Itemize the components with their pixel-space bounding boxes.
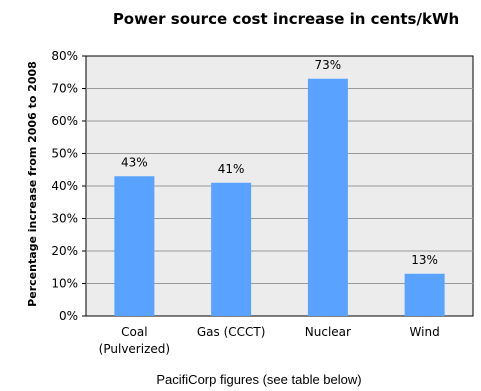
y-axis-ticks: 0% 10% 20% 30% 40% 50% 60% 70% 80% [51, 49, 86, 323]
chart-title: Power source cost increase in cents/kWh [113, 10, 459, 28]
bar-3 [404, 273, 445, 316]
category-label-0: (Pulverized) [99, 342, 170, 356]
data-labels: 43% 41% 73% 13% [121, 58, 438, 267]
bar-0 [114, 176, 155, 316]
category-label-2: Nuclear [305, 325, 351, 339]
y-tick-label: 20% [51, 244, 78, 258]
y-tick-label: 30% [51, 212, 78, 226]
category-label-0: Coal [121, 325, 147, 339]
y-tick-label: 70% [51, 82, 78, 96]
bar-2 [307, 78, 348, 316]
y-tick-label: 10% [51, 277, 78, 291]
data-label-3: 13% [411, 253, 438, 267]
x-axis-categories: Coal (Pulverized) Gas (CCCT) Nuclear Wind [99, 325, 440, 356]
y-tick-label: 60% [51, 114, 78, 128]
y-tick-label: 50% [51, 147, 78, 161]
data-label-1: 41% [218, 162, 245, 176]
data-label-0: 43% [121, 155, 148, 169]
y-tick-label: 80% [51, 49, 78, 63]
data-label-2: 73% [315, 58, 342, 72]
y-tick-label: 40% [51, 179, 78, 193]
category-label-3: Wind [410, 325, 440, 339]
bars [114, 78, 445, 316]
y-axis-label: Percentage increase from 2006 to 2008 [26, 61, 39, 307]
bar-1 [211, 182, 252, 316]
y-tick-label: 0% [59, 309, 78, 323]
category-label-1: Gas (CCCT) [197, 325, 266, 339]
chart-caption: PacifiCorp figures (see table below) [156, 372, 361, 387]
